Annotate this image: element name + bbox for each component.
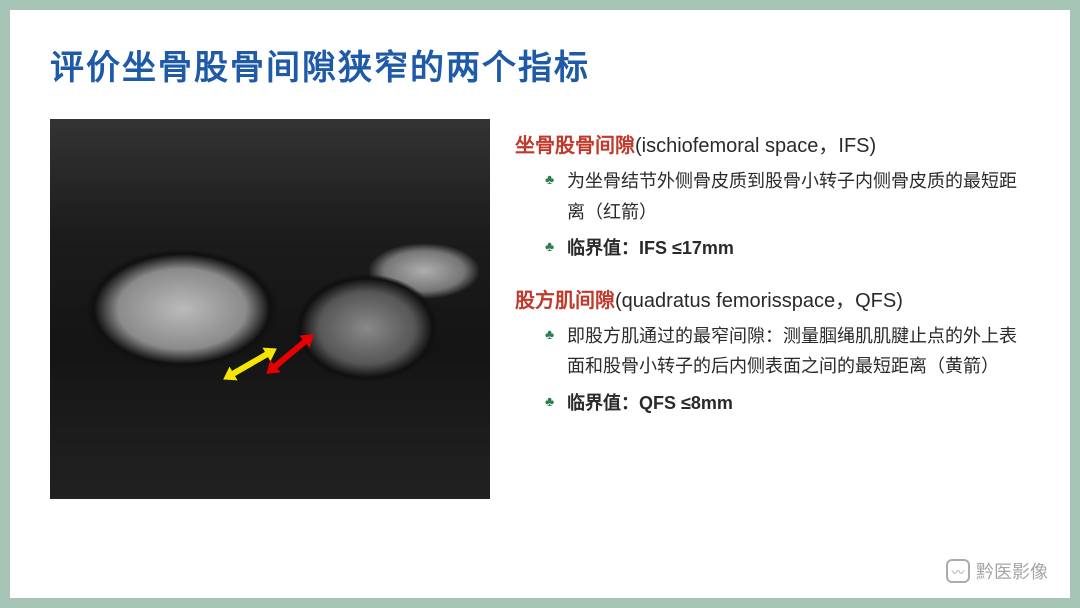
metric-1-bullets: 为坐骨结节外侧骨皮质到股骨小转子内侧骨皮质的最短距离（红箭） 临界值：IFS ≤… xyxy=(545,166,1030,264)
list-item: 临界值：QFS ≤8mm xyxy=(545,388,1030,419)
content-row: 坐骨股骨间隙(ischiofemoral space，IFS) 为坐骨结节外侧骨… xyxy=(50,119,1030,499)
metric-2-name-cn: 股方肌间隙 xyxy=(515,290,615,312)
slide-title: 评价坐骨股骨间隙狭窄的两个指标 xyxy=(50,40,1030,89)
metric-1-name-en: (ischiofemoral space，IFS) xyxy=(635,135,876,157)
mri-background xyxy=(50,119,490,499)
watermark-text: 黔医影像 xyxy=(976,558,1048,584)
list-item: 为坐骨结节外侧骨皮质到股骨小转子内侧骨皮质的最短距离（红箭） xyxy=(545,166,1030,227)
metric-1-heading: 坐骨股骨间隙(ischiofemoral space，IFS) xyxy=(515,129,1030,158)
text-area: 坐骨股骨间隙(ischiofemoral space，IFS) 为坐骨结节外侧骨… xyxy=(515,119,1030,499)
list-item: 临界值：IFS ≤17mm xyxy=(545,233,1030,264)
slide: 评价坐骨股骨间隙狭窄的两个指标 坐骨股骨间隙(ischiofemoral spa… xyxy=(0,0,1080,608)
metric-2-name-en: (quadratus femorisspace，QFS) xyxy=(615,290,903,312)
metric-2-heading: 股方肌间隙(quadratus femorisspace，QFS) xyxy=(515,284,1030,313)
watermark: 〰 黔医影像 xyxy=(946,558,1048,584)
wechat-icon: 〰 xyxy=(946,559,970,583)
mri-image xyxy=(50,119,490,499)
metric-2-bullets: 即股方肌通过的最窄间隙：测量腘绳肌肌腱止点的外上表面和股骨小转子的后内侧表面之间… xyxy=(545,321,1030,419)
list-item: 即股方肌通过的最窄间隙：测量腘绳肌肌腱止点的外上表面和股骨小转子的后内侧表面之间… xyxy=(545,321,1030,382)
metric-1-name-cn: 坐骨股骨间隙 xyxy=(515,135,635,157)
